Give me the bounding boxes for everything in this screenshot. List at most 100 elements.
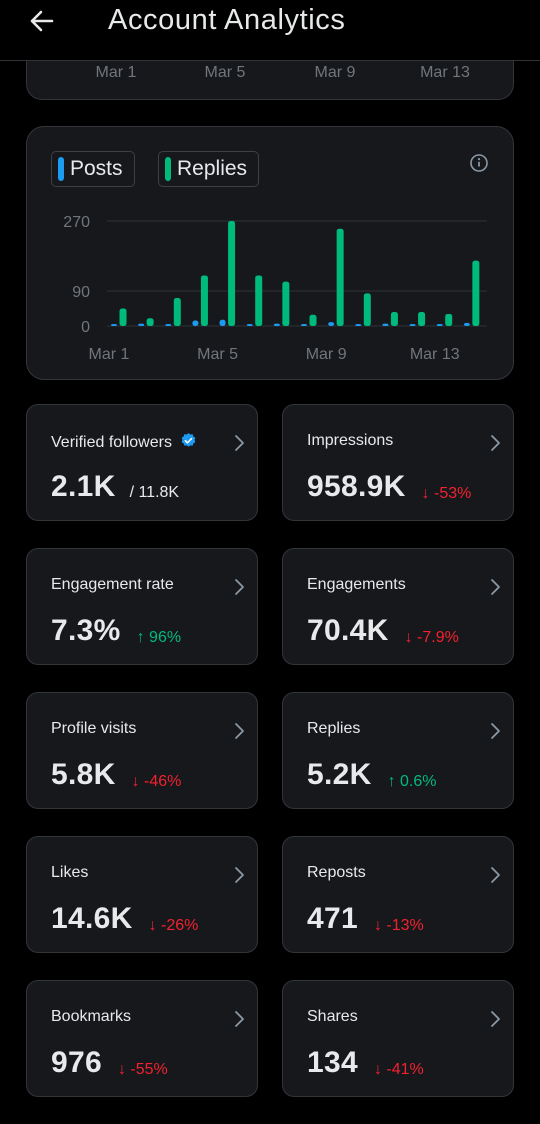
info-icon[interactable] xyxy=(469,153,489,173)
metric-value: 5.8K xyxy=(51,758,116,791)
legend-replies[interactable]: Replies xyxy=(158,151,260,187)
metric-delta-value: -13% xyxy=(386,917,424,934)
metric-value: 134 xyxy=(307,1046,358,1079)
metric-card-shares[interactable]: Shares 134 ↓ -41% xyxy=(282,980,514,1097)
metric-delta-value: -53% xyxy=(434,485,472,502)
metric-delta: ↓ -46% xyxy=(132,773,182,791)
legend-label: Posts xyxy=(70,157,123,180)
metric-delta-value: 96% xyxy=(149,629,182,646)
chevron-right-icon xyxy=(491,723,500,739)
metric-delta: ↓ -13% xyxy=(374,917,424,935)
arrow-down-icon: ↓ xyxy=(131,773,145,790)
bar-replies xyxy=(146,318,154,326)
back-arrow-icon[interactable] xyxy=(26,6,58,36)
bar-chart: 0 90 270 Mar 1 Mar 5 Mar 9 Mar 13 xyxy=(63,214,487,363)
bar-replies xyxy=(119,308,127,326)
chevron-right-icon xyxy=(491,1011,500,1027)
top-app-bar: Account Analytics xyxy=(0,0,540,61)
bar-posts xyxy=(138,323,145,326)
metric-label-text: Replies xyxy=(307,720,361,737)
metric-value: 2.1K xyxy=(51,470,116,503)
metric-value: 976 xyxy=(51,1046,102,1079)
bar-posts xyxy=(409,324,416,326)
page-title: Account Analytics xyxy=(108,4,346,36)
bar-posts xyxy=(382,323,389,326)
bar-replies xyxy=(173,298,181,326)
bar-replies xyxy=(336,228,344,326)
x-tick-label: Mar 5 xyxy=(197,346,238,363)
arrow-down-icon: ↓ xyxy=(421,485,434,502)
metric-delta: ↓ -55% xyxy=(118,1061,168,1079)
metric-delta-value: -7.9% xyxy=(417,629,459,646)
legend-swatch-posts xyxy=(58,157,64,181)
x-tick-label: Mar 1 xyxy=(95,64,137,81)
chevron-right-icon xyxy=(491,435,500,451)
metric-value: 70.4K xyxy=(307,614,389,647)
metric-label: Impressions xyxy=(307,432,393,450)
x-tick-label: Mar 1 xyxy=(89,346,130,363)
metric-label: Engagement rate xyxy=(51,576,174,594)
chevron-right-icon xyxy=(491,579,500,595)
arrow-down-icon: ↓ xyxy=(117,1061,131,1078)
metric-card-replies[interactable]: Replies 5.2K ↑ 0.6% xyxy=(282,692,514,809)
bar-replies xyxy=(390,312,398,326)
arrow-down-icon: ↓ xyxy=(373,917,387,934)
bar-replies xyxy=(445,313,453,326)
metric-label-text: Impressions xyxy=(307,432,394,449)
bar-posts xyxy=(273,323,280,326)
metric-label: Profile visits xyxy=(51,720,136,738)
metric-delta-value: -26% xyxy=(161,917,199,934)
legend-label: Replies xyxy=(177,157,248,180)
metric-label-text: Likes xyxy=(51,864,89,881)
x-tick-label: Mar 9 xyxy=(306,346,347,363)
arrow-down-icon: ↓ xyxy=(373,1061,387,1078)
legend-posts[interactable]: Posts xyxy=(51,151,135,187)
arrow-down-icon: ↓ xyxy=(148,917,162,934)
chevron-right-icon xyxy=(235,867,244,883)
metric-label-text: Reposts xyxy=(307,864,366,881)
arrow-up-icon: ↑ xyxy=(387,773,401,790)
x-tick-label: Mar 13 xyxy=(410,346,460,363)
metric-card-impressions[interactable]: Impressions 958.9K ↓ -53% xyxy=(282,404,514,521)
metric-value: 14.6K xyxy=(51,902,133,935)
metric-card-bookmarks[interactable]: Bookmarks 976 ↓ -55% xyxy=(26,980,258,1097)
metric-card-reposts[interactable]: Reposts 471 ↓ -13% xyxy=(282,836,514,953)
chevron-right-icon xyxy=(491,867,500,883)
metric-label: Reposts xyxy=(307,864,366,882)
bar-posts xyxy=(165,324,172,326)
metric-label: Replies xyxy=(307,720,360,738)
bar-posts xyxy=(219,319,226,326)
bar-posts xyxy=(328,322,335,326)
metric-value: 5.2K xyxy=(307,758,372,791)
metric-delta: ↑ 0.6% xyxy=(388,773,437,791)
y-tick-label: 270 xyxy=(63,214,90,231)
chevron-right-icon xyxy=(235,435,244,451)
metric-label-text: Engagements xyxy=(307,576,406,593)
metric-value: 471 xyxy=(307,902,358,935)
bar-replies xyxy=(282,281,290,326)
metric-label: Likes xyxy=(51,864,88,882)
metric-card-likes[interactable]: Likes 14.6K ↓ -26% xyxy=(26,836,258,953)
metric-delta-value: -46% xyxy=(144,773,182,790)
bar-posts xyxy=(111,324,117,326)
metric-delta: ↓ -41% xyxy=(374,1061,424,1079)
metric-value: 7.3% xyxy=(51,614,121,647)
metric-card-verified-followers[interactable]: Verified followers 2.1K / 11.8K xyxy=(26,404,258,521)
metric-label: Verified followers xyxy=(51,432,197,452)
metric-card-profile-visits[interactable]: Profile visits 5.8K ↓ -46% xyxy=(26,692,258,809)
metric-card-engagements[interactable]: Engagements 70.4K ↓ -7.9% xyxy=(282,548,514,665)
metric-delta: ↓ -26% xyxy=(149,917,199,935)
metric-delta: ↓ -53% xyxy=(422,485,472,503)
metric-total: / 11.8K xyxy=(129,484,180,501)
bar-replies xyxy=(228,221,236,326)
metric-label-text: Verified followers xyxy=(51,434,172,451)
bar-replies xyxy=(472,260,480,326)
metric-card-engagement-rate[interactable]: Engagement rate 7.3% ↑ 96% xyxy=(26,548,258,665)
bar-posts xyxy=(436,324,443,326)
metric-label-text: Bookmarks xyxy=(51,1008,132,1025)
posts-replies-chart-card: Posts Replies 0 90 270 Mar 1 Mar 5 Mar 9 Mar 1… xyxy=(26,126,514,380)
bar-replies xyxy=(255,275,263,326)
metric-label: Bookmarks xyxy=(51,1008,131,1026)
bar-posts xyxy=(355,324,362,326)
bar-replies xyxy=(200,275,208,326)
